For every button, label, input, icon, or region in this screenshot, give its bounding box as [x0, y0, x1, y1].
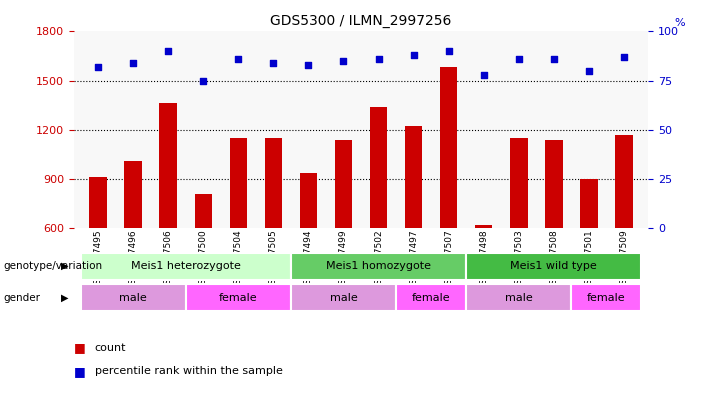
Text: female: female: [587, 293, 626, 303]
Bar: [186, 285, 291, 311]
Bar: [125, 161, 142, 326]
Point: [233, 56, 244, 62]
Point: [513, 56, 524, 62]
Point: [443, 48, 454, 54]
Point: [303, 62, 314, 68]
Title: GDS5300 / ILMN_2997256: GDS5300 / ILMN_2997256: [271, 14, 451, 28]
Bar: [81, 253, 291, 279]
Bar: [510, 138, 527, 326]
Bar: [194, 193, 212, 326]
Point: [198, 77, 209, 84]
Text: ▶: ▶: [60, 292, 68, 303]
Bar: [405, 127, 422, 326]
Point: [163, 48, 174, 54]
Text: female: female: [219, 293, 258, 303]
Bar: [291, 253, 466, 279]
Bar: [580, 179, 597, 326]
Bar: [615, 134, 632, 326]
Text: ▶: ▶: [60, 261, 68, 271]
Bar: [335, 140, 352, 326]
Point: [373, 56, 384, 62]
Bar: [300, 173, 317, 326]
Text: genotype/variation: genotype/variation: [4, 261, 102, 271]
Text: male: male: [505, 293, 533, 303]
Text: female: female: [411, 293, 451, 303]
Bar: [291, 285, 396, 311]
Bar: [160, 103, 177, 326]
Point: [268, 60, 279, 66]
Point: [583, 68, 594, 74]
Text: ■: ■: [74, 341, 86, 354]
Bar: [475, 225, 492, 326]
Point: [618, 54, 629, 60]
Point: [338, 58, 349, 64]
Point: [408, 52, 419, 58]
Bar: [370, 107, 387, 326]
Bar: [440, 68, 457, 326]
Text: gender: gender: [4, 292, 41, 303]
Text: Meis1 heterozygote: Meis1 heterozygote: [131, 261, 240, 271]
Text: male: male: [329, 293, 358, 303]
Text: Meis1 homozygote: Meis1 homozygote: [326, 261, 431, 271]
Text: percentile rank within the sample: percentile rank within the sample: [95, 366, 283, 376]
Bar: [466, 285, 571, 311]
Text: ■: ■: [74, 365, 86, 378]
Text: %: %: [674, 18, 685, 28]
Bar: [571, 285, 641, 311]
Text: Meis1 wild type: Meis1 wild type: [510, 261, 597, 271]
Point: [478, 72, 489, 78]
Bar: [396, 285, 466, 311]
Text: male: male: [119, 293, 147, 303]
Bar: [265, 138, 282, 326]
Bar: [545, 140, 562, 326]
Text: count: count: [95, 343, 126, 353]
Point: [128, 60, 139, 66]
Bar: [466, 253, 641, 279]
Point: [548, 56, 559, 62]
Bar: [230, 138, 247, 326]
Point: [93, 64, 104, 70]
Bar: [90, 177, 107, 326]
Bar: [81, 285, 186, 311]
